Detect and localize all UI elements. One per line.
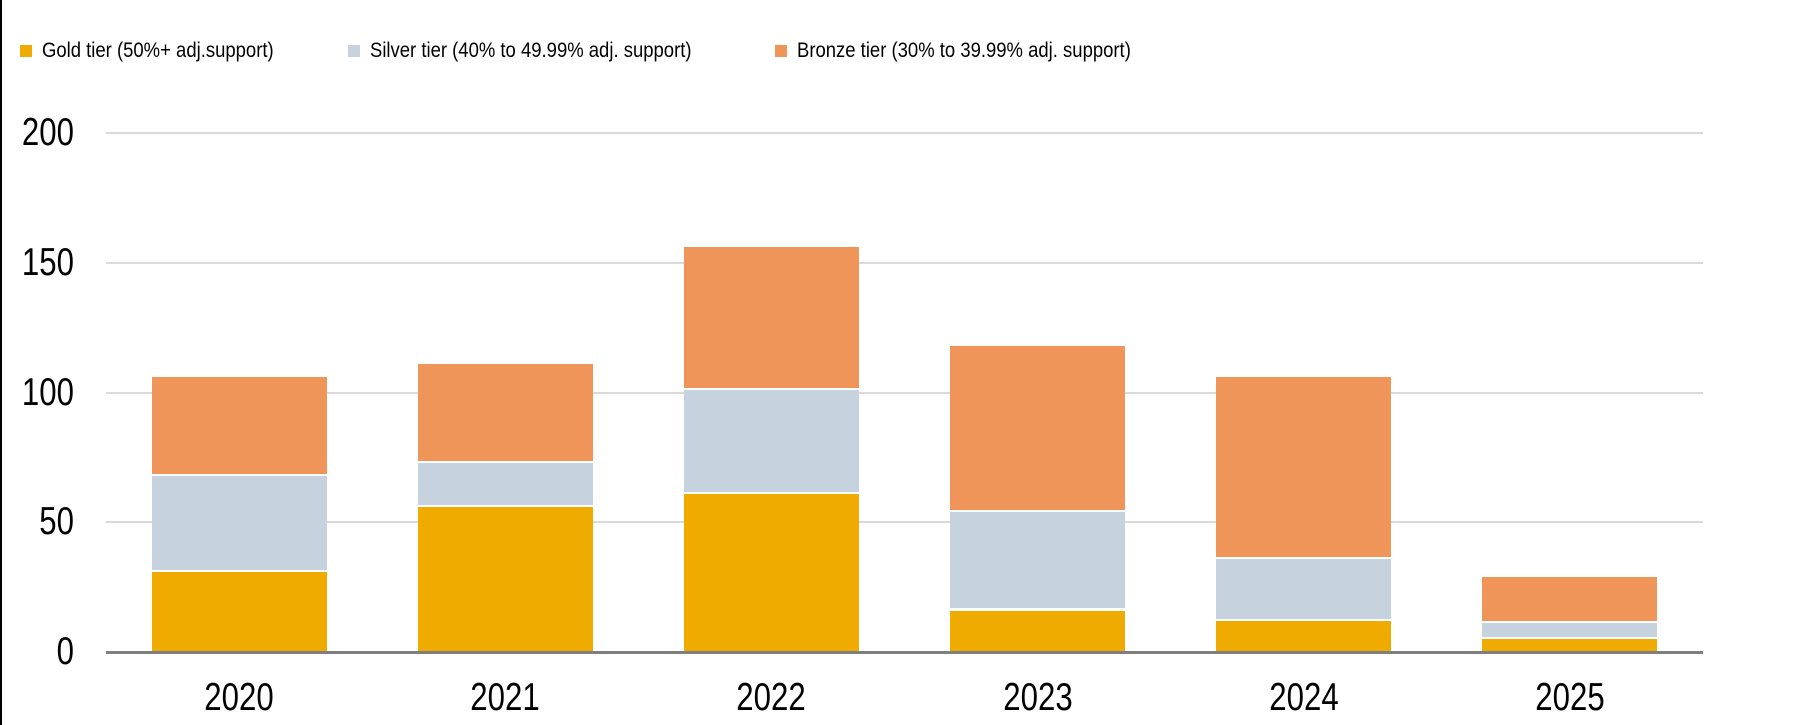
x-tick-label-2025: 2025 bbox=[1535, 676, 1605, 719]
bar-segment-2025-gold bbox=[1482, 639, 1658, 652]
legend-label: Gold tier (50%+ adj.support) bbox=[42, 39, 274, 62]
y-tick-label-200: 200 bbox=[21, 111, 74, 155]
bar-segment-2023-silver bbox=[950, 511, 1126, 611]
legend-swatch-icon bbox=[775, 45, 787, 57]
bar-segment-2024-gold bbox=[1216, 620, 1392, 652]
x-tick-label-2024: 2024 bbox=[1269, 676, 1339, 719]
bar-segment-2020-silver bbox=[151, 475, 327, 572]
x-tick-label-2021: 2021 bbox=[470, 676, 540, 719]
legend-swatch-icon bbox=[20, 45, 32, 57]
bar-segment-2021-silver bbox=[417, 462, 593, 507]
legend-label: Silver tier (40% to 49.99% adj. support) bbox=[370, 39, 692, 62]
legend-item-silver: Silver tier (40% to 49.99% adj. support) bbox=[348, 36, 735, 66]
bar-segment-2023-gold bbox=[950, 610, 1126, 652]
y-tick-label-0: 0 bbox=[56, 630, 74, 673]
bar-segment-2023-bronze bbox=[950, 345, 1126, 512]
bar-segment-2025-bronze bbox=[1482, 576, 1658, 624]
legend-item-gold: Gold tier (50%+ adj.support) bbox=[20, 36, 305, 66]
bar-segment-2021-gold bbox=[417, 506, 593, 652]
bar-segment-2024-silver bbox=[1216, 558, 1392, 621]
y-gridline-200 bbox=[106, 132, 1703, 135]
y-gridline-50 bbox=[106, 521, 1703, 524]
bar-segment-2020-bronze bbox=[151, 377, 327, 476]
x-tick-label-2022: 2022 bbox=[736, 676, 807, 719]
y-gridline-100 bbox=[106, 391, 1703, 394]
bar-segment-2022-silver bbox=[683, 390, 859, 494]
bar-segment-2025-silver bbox=[1482, 623, 1658, 640]
y-tick-label-100: 100 bbox=[21, 370, 74, 414]
legend-label: Bronze tier (30% to 39.99% adj. support) bbox=[797, 39, 1131, 62]
y-tick-label-150: 150 bbox=[21, 240, 74, 284]
y-gridline-150 bbox=[106, 261, 1703, 264]
legend-item-bronze: Bronze tier (30% to 39.99% adj. support) bbox=[775, 36, 1176, 66]
y-tick-label-50: 50 bbox=[39, 500, 74, 544]
left-edge-border bbox=[0, 0, 2, 725]
bar-segment-2022-bronze bbox=[683, 247, 859, 391]
bar-segment-2021-bronze bbox=[417, 364, 593, 463]
x-axis-line bbox=[106, 650, 1703, 654]
x-tick-label-2020: 2020 bbox=[204, 676, 274, 719]
legend-swatch-icon bbox=[348, 45, 360, 57]
bar-segment-2022-gold bbox=[683, 493, 859, 652]
bar-segment-2024-bronze bbox=[1216, 377, 1392, 559]
legend: Gold tier (50%+ adj.support) Silver tier … bbox=[0, 36, 1799, 66]
x-tick-label-2023: 2023 bbox=[1002, 676, 1073, 719]
bar-segment-2020-gold bbox=[151, 571, 327, 652]
